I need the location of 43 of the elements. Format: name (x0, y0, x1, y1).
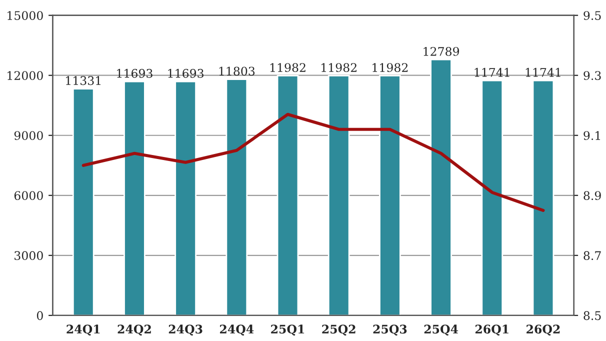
y-tick-label: 12000 (8, 71, 43, 80)
bar (481, 80, 504, 316)
y2-tick-label: 8.9 (584, 191, 601, 200)
data-label: 11741 (526, 68, 560, 77)
bar (276, 75, 299, 316)
x-tick-label: 26Q2 (526, 324, 560, 336)
x-tick-label: 24Q4 (220, 324, 254, 336)
bar (226, 78, 248, 316)
y2-tick-label: 9.5 (584, 11, 601, 20)
data-label: 11331 (66, 76, 100, 86)
y2-tick-label: 8.7 (584, 251, 601, 260)
y2-tick-label: 9.1 (584, 131, 600, 140)
data-label: 11803 (219, 66, 255, 76)
y-tick-label: 15000 (8, 11, 43, 20)
data-label: 11741 (474, 68, 510, 77)
data-label: 12789 (424, 46, 460, 56)
bar (532, 80, 554, 316)
y-tick-label: 9000 (14, 131, 43, 140)
y-tick-label: 6000 (14, 191, 43, 200)
x-tick-label: 25Q1 (271, 324, 304, 336)
x-tick-label: 25Q3 (373, 324, 407, 336)
y2-tick-label: 9.3 (584, 71, 601, 80)
x-tick-label: 24Q3 (168, 324, 202, 336)
y-tick-label: 0 (36, 311, 43, 320)
y2-tick-label: 8.5 (584, 311, 601, 320)
x-tick-label: 25Q4 (424, 324, 458, 336)
data-label: 11693 (168, 68, 204, 78)
x-tick-label: 25Q2 (322, 324, 356, 336)
x-tick-label: 26Q1 (475, 324, 508, 336)
bar (379, 75, 401, 316)
line-series (82, 112, 545, 212)
bar (174, 80, 196, 316)
bar (430, 58, 452, 316)
data-label: 11982 (372, 63, 408, 72)
bar (124, 80, 146, 316)
data-label: 11693 (117, 68, 152, 78)
data-label: 11982 (270, 63, 306, 72)
x-tick-label: 24Q1 (66, 324, 100, 336)
x-tick-label: 24Q2 (118, 324, 151, 336)
bar (72, 88, 94, 316)
data-label: 11982 (322, 63, 356, 72)
bar (328, 75, 350, 316)
y-tick-label: 3000 (14, 251, 43, 260)
